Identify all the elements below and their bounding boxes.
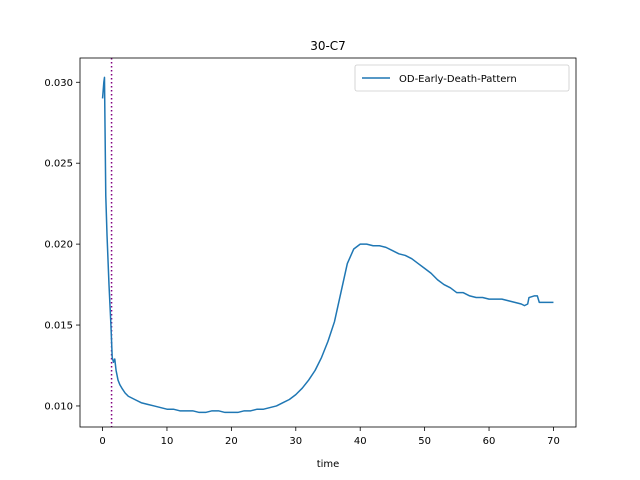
- x-tick-label: 70: [547, 436, 560, 447]
- axes-spines: [79, 57, 577, 428]
- y-tick-label: 0.020: [44, 240, 73, 251]
- y-tick-label: 0.025: [44, 159, 73, 170]
- chart-title: 30-C7: [310, 39, 346, 53]
- legend-entry: OD-Early-Death-Pattern: [399, 74, 517, 85]
- y-tick-label: 0.030: [44, 78, 73, 89]
- series-layer: [101, 76, 554, 414]
- legend: OD-Early-Death-Pattern: [354, 64, 570, 92]
- y-tick-label: 0.010: [44, 401, 73, 412]
- x-tick-label: 10: [161, 436, 174, 447]
- x-axis: 0 10 20 30 40 50 60 70: [99, 427, 560, 447]
- x-tick-label: 50: [418, 436, 431, 447]
- x-tick-label: 60: [483, 436, 496, 447]
- x-tick-label: 0: [99, 436, 105, 447]
- plot-frame: [80, 58, 576, 427]
- y-axis: 0.010 0.015 0.020 0.025 0.030: [44, 78, 80, 412]
- x-tick-label: 20: [225, 436, 238, 447]
- x-axis-title: time: [317, 459, 340, 470]
- series-line: [101, 76, 554, 414]
- x-tick-label: 40: [354, 436, 367, 447]
- legend-box: [354, 64, 570, 92]
- plot-area: [79, 57, 577, 428]
- x-tick-label: 30: [289, 436, 302, 447]
- y-tick-label: 0.015: [44, 321, 73, 332]
